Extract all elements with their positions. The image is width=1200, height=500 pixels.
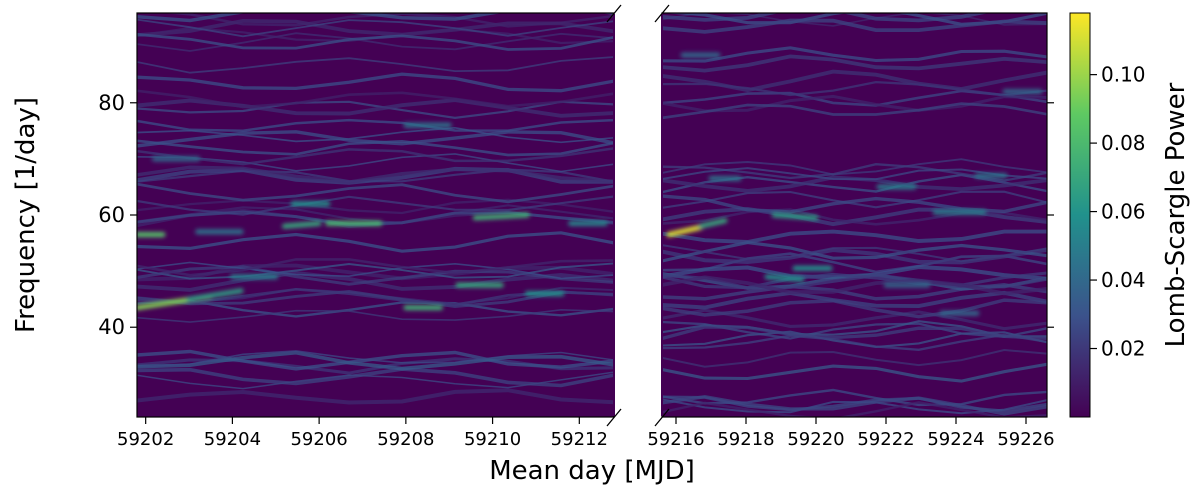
background-ridge — [137, 258, 614, 277]
background-ridge — [662, 348, 1047, 368]
left-panel-features — [137, 122, 608, 311]
x-tick-label: 59204 — [204, 429, 261, 450]
background-ridge — [137, 350, 614, 371]
background-ridge — [137, 89, 614, 109]
background-ridge — [137, 289, 614, 308]
background-ridge — [137, 349, 614, 371]
colorbar-tick-label: 0.08 — [1101, 131, 1146, 155]
colorbar-tick-label: 0.02 — [1101, 337, 1146, 361]
background-ridge — [662, 46, 1047, 63]
axes: 59202 59204 59206 59208 59210 59212 59216 59218… — [98, 91, 1054, 450]
background-ridge — [137, 18, 614, 38]
x-tick-label: 59208 — [377, 429, 434, 450]
background-ridge — [137, 388, 614, 405]
x-tick-label: 59222 — [857, 429, 914, 450]
y-axis-label: Frequency [1/day] — [11, 97, 41, 333]
background-ridge — [662, 333, 1047, 351]
x-tick-label: 59202 — [117, 429, 174, 450]
y-tick-label: 80 — [98, 91, 125, 115]
background-ridge — [662, 69, 1047, 93]
x-tick-label: 59212 — [551, 429, 608, 450]
background-ridge — [662, 244, 1047, 263]
power-ridge — [281, 220, 322, 229]
background-ridge — [137, 126, 614, 144]
colorbar-tick-label: 0.04 — [1101, 268, 1146, 292]
colorbar-tick-label: 0.06 — [1101, 200, 1146, 224]
power-ridge — [472, 212, 530, 221]
background-ridge — [662, 252, 1047, 274]
background-ridge — [662, 158, 1047, 176]
background-ridge — [662, 229, 1047, 244]
background-ridge — [662, 190, 1047, 209]
background-ridge — [137, 182, 614, 204]
background-ridge — [662, 298, 1047, 319]
power-ridge — [764, 274, 805, 282]
background-ridge — [662, 167, 1047, 181]
colorbar-tick-label: 0.10 — [1101, 63, 1146, 87]
x-axis-label: Mean day [MJD] — [489, 456, 695, 486]
x-tick-label: 59226 — [997, 429, 1054, 450]
background-ridge — [137, 100, 614, 120]
background-ridge — [137, 262, 614, 280]
background-ridge — [662, 102, 1047, 120]
background-ridge — [137, 147, 614, 166]
background-ridge — [662, 94, 1047, 113]
left-panel-texture — [137, 13, 614, 405]
background-ridge — [662, 401, 1047, 417]
background-ridge — [662, 388, 1047, 407]
background-ridge — [662, 240, 1047, 263]
power-ridge — [666, 224, 703, 238]
background-ridge — [662, 273, 1047, 290]
x-tick-label: 59218 — [717, 429, 774, 450]
background-ridge — [137, 261, 614, 280]
background-ridge — [137, 118, 614, 132]
x-tick-label: 59216 — [647, 429, 704, 450]
x-tick-label: 59206 — [290, 429, 347, 450]
background-ridge — [662, 290, 1047, 310]
colorbar — [1069, 12, 1091, 418]
x-tick-label: 59220 — [787, 429, 844, 450]
background-ridge — [137, 56, 614, 74]
break-mark-top-right — [654, 4, 670, 23]
background-ridge — [137, 367, 614, 388]
colorbar-ticks: 0.02 0.04 0.06 0.08 0.10 — [1090, 63, 1146, 361]
background-ridge — [137, 153, 614, 173]
break-mark-bottom-left — [606, 408, 622, 427]
background-ridge — [662, 275, 1047, 296]
x-tick-label: 59210 — [464, 429, 521, 450]
right-panel-features — [666, 52, 1043, 316]
background-ridge — [662, 394, 1047, 416]
break-mark-top-left — [606, 4, 622, 23]
power-ridge — [698, 218, 728, 229]
background-ridge — [137, 231, 614, 253]
x-tick-label: 59224 — [927, 429, 984, 450]
background-ridge — [137, 130, 614, 148]
background-ridge — [662, 362, 1047, 383]
background-ridge — [137, 165, 614, 184]
background-ridge — [137, 350, 614, 368]
background-ridge — [137, 33, 614, 51]
background-ridge — [662, 271, 1047, 290]
background-ridge — [662, 325, 1047, 341]
background-ridge — [137, 271, 614, 292]
power-ridge — [186, 288, 244, 302]
power-ridge — [771, 212, 819, 221]
background-ridge — [137, 13, 614, 23]
colorbar-label: Lomb-Scargle Power — [1161, 82, 1191, 347]
right-panel-texture — [662, 13, 1047, 417]
background-ridge — [137, 198, 614, 215]
background-ridge — [137, 265, 614, 286]
y-tick-label: 60 — [98, 203, 125, 227]
background-ridge — [662, 18, 1047, 34]
background-ridge — [137, 308, 614, 323]
background-ridge — [662, 54, 1047, 73]
background-ridge — [137, 72, 614, 93]
break-mark-bottom-right — [654, 408, 670, 427]
y-tick-label: 40 — [98, 315, 125, 339]
